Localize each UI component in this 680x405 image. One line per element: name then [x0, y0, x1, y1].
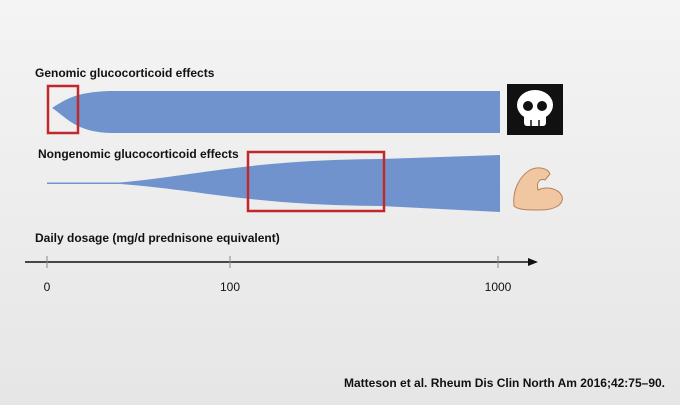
genomic-wedge	[52, 91, 500, 133]
genomic-label: Genomic glucocorticoid effects	[35, 66, 215, 80]
nongenomic-label: Nongenomic glucocorticoid effects	[38, 147, 239, 161]
nongenomic-wedge	[47, 155, 500, 212]
tick-label: 0	[44, 280, 51, 294]
highlight-box	[246, 150, 386, 213]
tick-label: 1000	[485, 280, 512, 294]
citation: Matteson et al. Rheum Dis Clin North Am …	[344, 376, 665, 390]
tick-label: 100	[220, 280, 240, 294]
highlight-box	[46, 84, 80, 135]
axis-label: Daily dosage (mg/d prednisone equivalent…	[35, 231, 280, 245]
axis-arrow	[528, 258, 538, 266]
skull-icon	[507, 84, 563, 135]
arm-icon	[513, 167, 563, 211]
